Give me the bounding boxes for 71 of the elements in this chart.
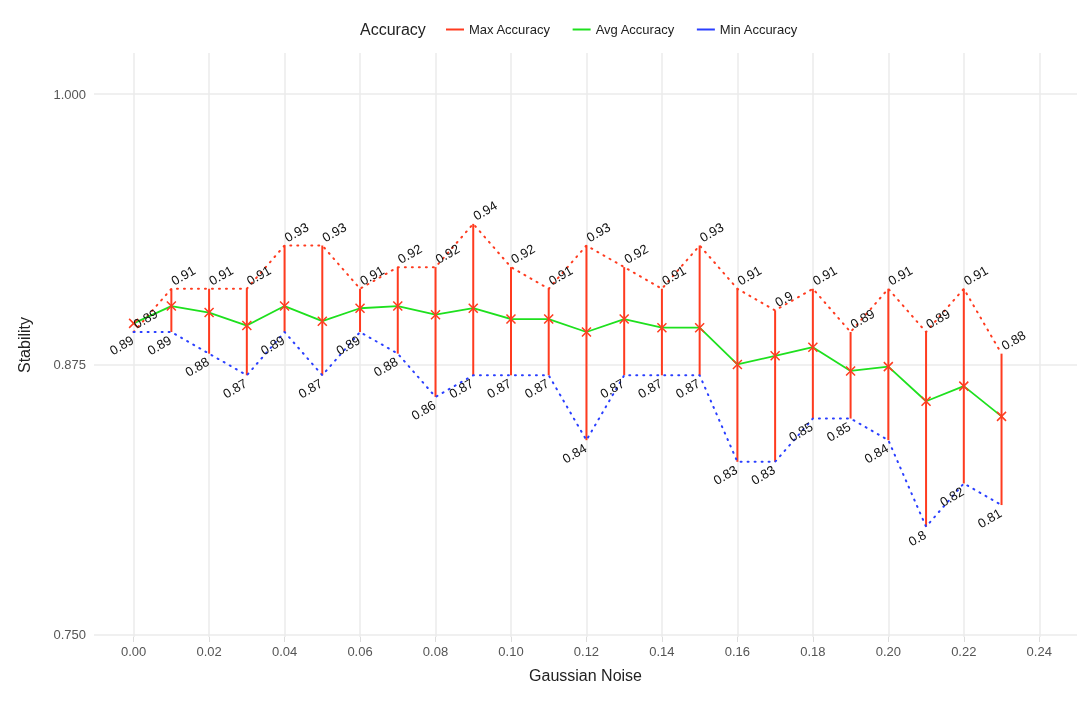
data-label: 0.94 [470, 197, 500, 224]
y-axis-title: Stability [15, 316, 33, 374]
x-tick-label: 0.00 [120, 644, 147, 659]
y-tick-label: 1.000 [53, 86, 86, 102]
legend-label: Avg Accuracy [595, 22, 675, 37]
data-label: 0.87 [522, 375, 552, 402]
x-tick-label: 0.20 [875, 644, 901, 659]
data-label: 0.87 [597, 375, 627, 402]
data-label: 0.93 [319, 219, 349, 246]
x-axis-title: Gaussian Noise [529, 666, 643, 684]
data-label: 0.89 [144, 332, 175, 359]
data-label: 0.87 [220, 375, 250, 402]
y-tick-label: 0.750 [53, 627, 86, 643]
legend-label: Min Accuracy [719, 22, 798, 37]
data-label: 0.91 [357, 262, 387, 289]
x-tick-label: 0.02 [196, 644, 222, 659]
data-label: 0.8 [905, 527, 929, 550]
data-label: 0.89 [130, 305, 161, 332]
data-label: 0.89 [257, 332, 288, 359]
data-label: 0.92 [395, 241, 425, 267]
data-label: 0.93 [281, 219, 312, 246]
data-label: 0.9 [772, 287, 796, 310]
x-tick-label: 0.04 [271, 644, 298, 659]
data-label: 0.81 [974, 505, 1005, 532]
data-label: 0.88 [998, 327, 1029, 354]
data-label: 0.88 [371, 354, 401, 380]
data-label: 0.83 [710, 462, 741, 488]
data-label: 0.83 [748, 462, 778, 488]
data-label: 0.92 [621, 241, 651, 267]
data-label: 0.89 [333, 332, 363, 359]
data-label: 0.91 [810, 262, 840, 289]
data-label: 0.87 [635, 375, 665, 402]
data-label: 0.84 [861, 440, 892, 467]
data-label: 0.91 [244, 262, 274, 289]
x-tick-label: 0.08 [422, 644, 449, 659]
x-tick-label: 0.12 [573, 644, 600, 659]
data-label: 0.88 [182, 354, 212, 380]
data-label: 0.89 [106, 332, 137, 359]
data-label: 0.89 [923, 305, 953, 332]
data-label: 0.91 [545, 262, 576, 289]
data-label: 0.87 [484, 375, 514, 402]
data-label: 0.91 [168, 262, 198, 289]
data-label: 0.91 [961, 262, 991, 289]
y-tick-label: 0.875 [53, 356, 86, 372]
x-tick-label: 0.16 [724, 644, 751, 659]
data-label: 0.82 [937, 483, 967, 510]
data-label: 0.93 [696, 219, 727, 246]
data-label: 0.91 [734, 262, 765, 289]
x-tick-label: 0.10 [498, 644, 524, 659]
data-label: 0.91 [206, 262, 236, 289]
line-series [132, 331, 1003, 528]
legend-title: Accuracy [360, 20, 426, 38]
data-label: 0.87 [446, 375, 476, 402]
x-tick-label: 0.14 [649, 644, 675, 659]
data-label: 0.85 [786, 418, 816, 445]
legend-label: Max Accuracy [469, 22, 551, 37]
data-label: 0.85 [823, 418, 854, 445]
x-tick-label: 0.06 [347, 644, 373, 659]
data-label: 0.91 [885, 262, 915, 289]
data-label: 0.86 [408, 397, 439, 423]
data-label: 0.87 [673, 375, 703, 402]
x-tick-label: 0.24 [1026, 644, 1052, 659]
data-label: 0.89 [847, 305, 878, 332]
data-label: 0.92 [432, 241, 463, 267]
x-tick-label: 0.18 [800, 644, 826, 659]
data-label: 0.87 [295, 375, 326, 402]
x-tick-label: 0.22 [951, 644, 977, 659]
data-label: 0.92 [508, 241, 538, 267]
data-label: 0.93 [583, 219, 614, 246]
data-label: 0.91 [659, 262, 689, 289]
data-label: 0.84 [559, 440, 590, 467]
